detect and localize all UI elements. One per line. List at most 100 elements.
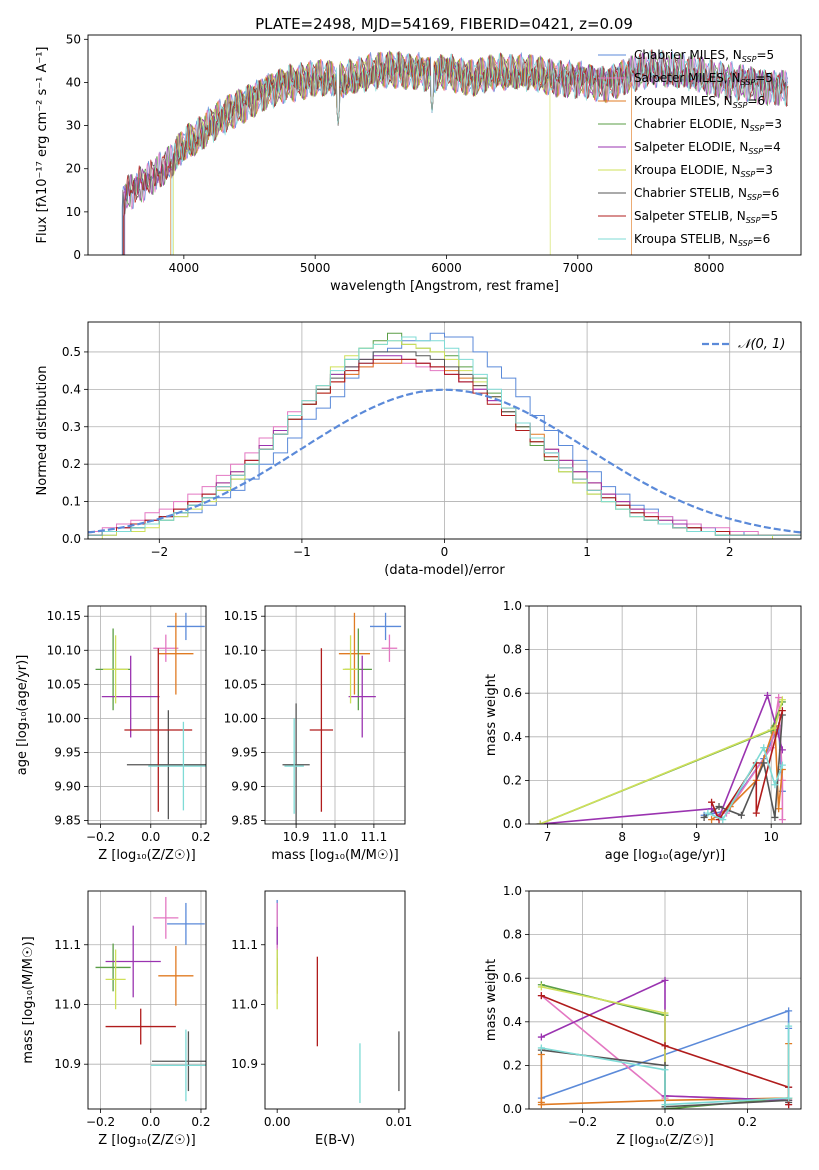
weight-marker	[708, 798, 716, 806]
x-axis-label: mass [log₁₀(M/M☉)]	[271, 848, 398, 863]
y-tick-label: 0.0	[62, 532, 81, 546]
weight-marker	[661, 1066, 669, 1074]
y-tick-label: 0.6	[503, 686, 522, 700]
x-axis-label: age [log₁₀(age/yr)]	[605, 848, 726, 863]
x-tick-label: −1	[293, 545, 311, 559]
weight-marker	[537, 1044, 545, 1052]
y-tick-label: 10.00	[47, 711, 81, 725]
x-tick-label: −0.2	[568, 1115, 597, 1129]
weight-marker	[778, 707, 786, 715]
x-tick-label: 0.2	[191, 1115, 210, 1129]
weight-marker	[771, 781, 779, 789]
x-tick-label: 11.1	[361, 830, 388, 844]
x-tick-label: 0.2	[738, 1115, 757, 1129]
x-axis-label: (data-model)/error	[384, 563, 505, 578]
y-tick-label: 9.85	[231, 814, 258, 828]
weight-marker	[661, 976, 669, 984]
weight-marker	[537, 983, 545, 991]
weight-marker	[778, 761, 786, 769]
x-tick-label: 5000	[300, 261, 331, 275]
x-axis-label: Z [log₁₀(Z/Z☉)]	[616, 1133, 713, 1148]
x-tick-label: −0.2	[86, 830, 115, 844]
weight-marker	[763, 691, 771, 699]
y-tick-label: 20	[66, 162, 81, 176]
x-tick-label: 2	[726, 545, 734, 559]
y-tick-label: 0.3	[62, 420, 81, 434]
axes-frame	[87, 34, 802, 256]
spectrum-line-7	[123, 49, 789, 255]
histogram-8	[88, 336, 801, 539]
normal-curve	[88, 388, 801, 534]
x-axis-label: Z [log₁₀(Z/Z☉)]	[98, 1133, 195, 1148]
axes-frame	[87, 321, 802, 540]
x-tick-label: 0.0	[141, 830, 160, 844]
plot-area	[121, 49, 789, 255]
x-axis-label: E(B-V)	[315, 1133, 355, 1148]
weight-marker	[778, 816, 786, 824]
weight-marker	[775, 694, 783, 702]
x-tick-label: 7	[544, 830, 552, 844]
x-tick-label: 8000	[694, 261, 725, 275]
x-tick-label: 8	[618, 830, 626, 844]
y-tick-label: 0.0	[503, 1102, 522, 1116]
y-tick-label: 10.10	[224, 643, 258, 657]
panel-weight-vs-Z: −0.2 0.0 0.2 0.0 0.2 0.4 0.6 0.8 1.0 Z [log₁₀(Z/Z…	[484, 884, 802, 1148]
y-axis-label: Normed distribution	[35, 366, 50, 496]
x-tick-label: 9	[693, 830, 701, 844]
panel-weight-vs-age: 7 8 9 10 0.0 0.2 0.4 0.6 0.8 1.0 age [log₁₀(age/yr…	[484, 599, 802, 863]
y-axis-label: Flux [fλ10⁻¹⁷ erg cm⁻² s⁻¹ A⁻¹]	[35, 47, 50, 244]
weight-line-6	[703, 714, 784, 819]
axes-frame	[87, 605, 207, 825]
weight-marker	[752, 809, 760, 817]
legend-label: Salpeter ELODIE, NSSP=4	[634, 140, 781, 156]
weight-marker	[661, 1101, 669, 1109]
axes-frame	[528, 890, 802, 1110]
weight-marker	[537, 1101, 545, 1109]
weight-marker	[737, 811, 745, 819]
plot-area	[536, 691, 786, 824]
x-tick-label: 4000	[169, 261, 200, 275]
y-tick-label: 0.4	[503, 730, 522, 744]
y-tick-label: 30	[66, 119, 81, 133]
weight-marker	[760, 759, 768, 767]
histogram-1	[88, 362, 801, 539]
panel-age-vs-mass: 10.9 11.0 11.1 9.85 9.90 9.95 10.00 10.05 10.10 1…	[224, 605, 406, 863]
spectrum-line-6	[122, 49, 788, 255]
legend-label: 𝒩(0, 1)	[738, 337, 785, 352]
y-tick-label: 0.8	[503, 928, 522, 942]
y-tick-label: 0.2	[503, 773, 522, 787]
panel-mass-vs-Z: −0.2 0.0 0.2 10.9 11.0 11.1 Z [log₁₀(Z/Z☉)] mas…	[21, 890, 211, 1148]
weight-marker	[715, 803, 723, 811]
weight-marker	[537, 1033, 545, 1041]
y-tick-label: 9.90	[54, 780, 81, 794]
legend-label: Salpeter STELIB, NSSP=5	[634, 209, 778, 225]
y-tick-label: 50	[66, 32, 81, 46]
x-tick-label: 0.0	[655, 1115, 674, 1129]
weight-marker	[771, 813, 779, 821]
x-tick-label: 0	[441, 545, 449, 559]
y-tick-label: 11.0	[231, 997, 258, 1011]
plot-area	[276, 899, 400, 1104]
y-tick-label: 9.90	[231, 780, 258, 794]
axes-frame	[528, 605, 802, 825]
y-tick-label: 0.2	[503, 1058, 522, 1072]
axes-frame	[264, 890, 406, 1110]
weight-marker	[536, 820, 544, 824]
y-tick-label: 10.05	[47, 677, 81, 691]
y-tick-label: 10.15	[224, 609, 258, 623]
y-tick-label: 10	[66, 205, 81, 219]
legend-label: Chabrier MILES, NSSP=5	[634, 48, 774, 64]
y-tick-label: 11.0	[54, 997, 81, 1011]
legend-label: Salpeter MILES, NSSP=5	[634, 71, 773, 87]
weight-marker	[661, 1009, 669, 1017]
y-tick-label: 0.8	[503, 643, 522, 657]
weight-marker	[760, 744, 768, 752]
y-tick-label: 9.95	[231, 745, 258, 759]
weight-marker	[785, 1094, 793, 1102]
y-tick-label: 10.10	[47, 643, 81, 657]
y-tick-label: 10.9	[231, 1057, 258, 1071]
x-tick-label: 11.0	[322, 830, 349, 844]
y-tick-label: 10.00	[224, 711, 258, 725]
weight-marker	[661, 1042, 669, 1050]
